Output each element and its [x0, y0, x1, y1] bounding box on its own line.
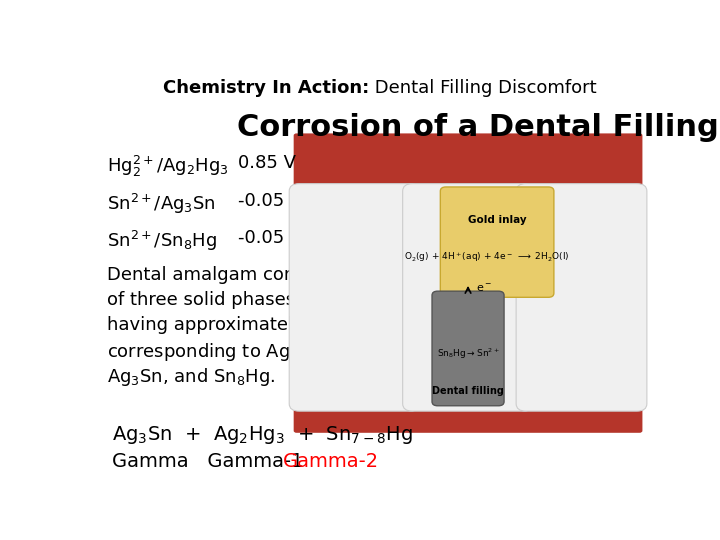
FancyBboxPatch shape — [294, 133, 642, 192]
FancyBboxPatch shape — [516, 184, 647, 411]
Text: e$^-$: e$^-$ — [477, 282, 492, 294]
Text: Gamma-2: Gamma-2 — [282, 453, 379, 471]
Text: Dental filling: Dental filling — [432, 386, 504, 396]
FancyBboxPatch shape — [289, 184, 420, 411]
Text: Sn$_8$Hg$\rightarrow$Sn$^{2+}$: Sn$_8$Hg$\rightarrow$Sn$^{2+}$ — [437, 347, 500, 361]
Text: of three solid phases: of three solid phases — [107, 292, 295, 309]
Text: Sn$^{2+}$/Sn$_8$Hg: Sn$^{2+}$/Sn$_8$Hg — [107, 229, 217, 253]
Text: Gamma   Gamma-1: Gamma Gamma-1 — [112, 453, 316, 471]
FancyBboxPatch shape — [294, 397, 642, 433]
Text: Sn$^{2+}$/Ag$_3$Sn: Sn$^{2+}$/Ag$_3$Sn — [107, 192, 215, 215]
Text: Chemistry In Action:: Chemistry In Action: — [163, 79, 369, 97]
Text: Hg$_2^{2+}$/Ag$_2$Hg$_3$: Hg$_2^{2+}$/Ag$_2$Hg$_3$ — [107, 154, 228, 179]
Text: having approximately: having approximately — [107, 316, 304, 334]
Text: Ag$_3$Sn  +  Ag$_2$Hg$_3$  +  Sn$_{7-8}$Hg: Ag$_3$Sn + Ag$_2$Hg$_3$ + Sn$_{7-8}$Hg — [112, 424, 413, 447]
Text: corresponding to Ag$_2$Hg$_3$,: corresponding to Ag$_2$Hg$_3$, — [107, 341, 338, 363]
Bar — [297, 136, 639, 431]
FancyBboxPatch shape — [432, 291, 504, 406]
FancyBboxPatch shape — [402, 184, 534, 411]
FancyBboxPatch shape — [441, 187, 554, 298]
Text: Dental amalgam consists: Dental amalgam consists — [107, 266, 336, 285]
Text: Corrosion of a Dental Filling: Corrosion of a Dental Filling — [237, 113, 719, 141]
Text: Dental Filling Discomfort: Dental Filling Discomfort — [369, 79, 597, 97]
Text: -0.05 V: -0.05 V — [238, 229, 302, 247]
Text: O$_2$(g) + 4H$^+$(aq) + 4e$^-$ $\longrightarrow$ 2H$_2$O(l): O$_2$(g) + 4H$^+$(aq) + 4e$^-$ $\longrig… — [404, 251, 570, 264]
Text: 0.85 V: 0.85 V — [238, 154, 296, 172]
Text: Gold inlay: Gold inlay — [468, 215, 526, 225]
Text: Ag$_3$Sn, and Sn$_8$Hg.: Ag$_3$Sn, and Sn$_8$Hg. — [107, 366, 275, 388]
Text: -0.05 V: -0.05 V — [238, 192, 302, 210]
